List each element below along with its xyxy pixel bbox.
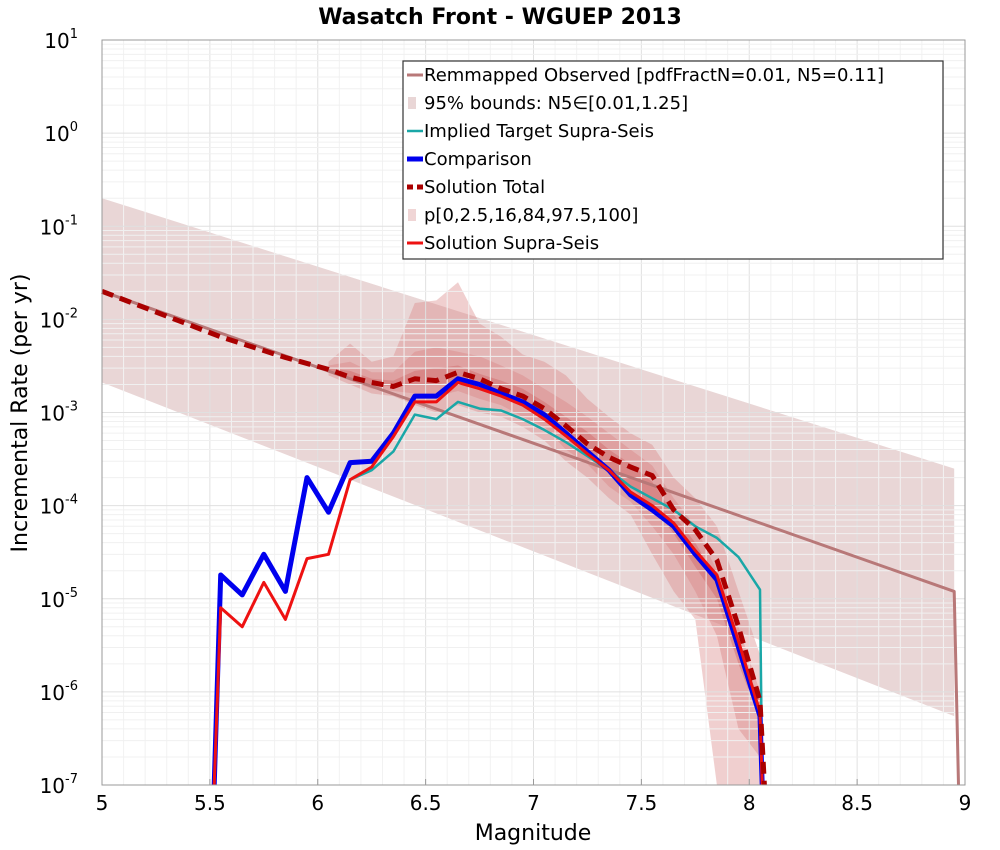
- y-tick-label: 10-1: [40, 213, 78, 239]
- legend-label: Solution Total: [424, 177, 545, 198]
- supra-series-line: [212, 381, 764, 786]
- y-tick-exponent: -6: [65, 679, 78, 694]
- implied-series-line: [349, 400, 764, 786]
- comparison-series-line: [211, 376, 765, 786]
- legend: Remmapped Observed [pdfFractN=0.01, N5=0…: [402, 60, 944, 260]
- x-tick-label: 7: [527, 791, 540, 815]
- legend-label: p[0,2.5,16,84,97.5,100]: [424, 205, 638, 226]
- legend-label: Implied Target Supra-Seis: [424, 121, 654, 142]
- y-tick-exponent: -7: [65, 772, 78, 787]
- y-tick-label: 10-5: [40, 586, 78, 612]
- grid-layer: [101, 40, 966, 786]
- x-tick-label: 7.5: [625, 791, 657, 815]
- y-tick-exponent: -3: [65, 400, 78, 415]
- y-tick-label: 10-7: [40, 772, 78, 798]
- y-tick-exponent: -1: [65, 213, 78, 228]
- remapped-series-line: [101, 289, 960, 786]
- x-axis-label: Magnitude: [475, 821, 592, 846]
- y-tick-label: 100: [44, 120, 78, 146]
- x-ticks: 5 5.5 6 6.5 7 7.5 8 8.5 9: [96, 779, 972, 815]
- x-tick-label: 8: [743, 791, 756, 815]
- legend-label: Remmapped Observed [pdfFractN=0.01, N5=0…: [424, 65, 884, 86]
- y-tick-label: 10-2: [40, 306, 78, 332]
- y-tick-label: 10-3: [40, 400, 78, 426]
- y-axis-label: Incremental Rate (per yr): [8, 274, 33, 553]
- legend-label: Solution Supra-Seis: [424, 233, 599, 254]
- chart-title: Wasatch Front - WGUEP 2013: [318, 5, 682, 30]
- y-tick-exponent: -2: [65, 306, 78, 321]
- bounds95-band: [102, 198, 955, 717]
- series-layer: [101, 288, 960, 786]
- y-tick-label: 10-6: [40, 679, 78, 705]
- legend-swatch-percentiles: [408, 209, 416, 221]
- legend-label: Comparison: [424, 149, 532, 170]
- x-tick-label: 9: [959, 791, 972, 815]
- percentile-band-middle: [328, 347, 760, 757]
- x-tick-label: 8.5: [841, 791, 873, 815]
- x-tick-label: 6: [311, 791, 324, 815]
- y-tick-exponent: 0: [70, 120, 78, 135]
- legend-swatch-bounds95: [408, 97, 416, 109]
- y-tick-exponent: 1: [70, 27, 78, 42]
- y-tick-exponent: -5: [65, 586, 78, 601]
- y-tick-label: 101: [44, 27, 78, 53]
- x-tick-label: 5: [96, 791, 109, 815]
- bands-layer: [102, 198, 955, 785]
- legend-label: 95% bounds: N5∈[0.01,1.25]: [424, 93, 688, 114]
- x-tick-label: 5.5: [194, 791, 226, 815]
- legend-box: [402, 60, 944, 260]
- y-tick-label: 10-4: [40, 493, 78, 519]
- y-tick-exponent: -4: [65, 493, 78, 508]
- x-tick-label: 6.5: [410, 791, 442, 815]
